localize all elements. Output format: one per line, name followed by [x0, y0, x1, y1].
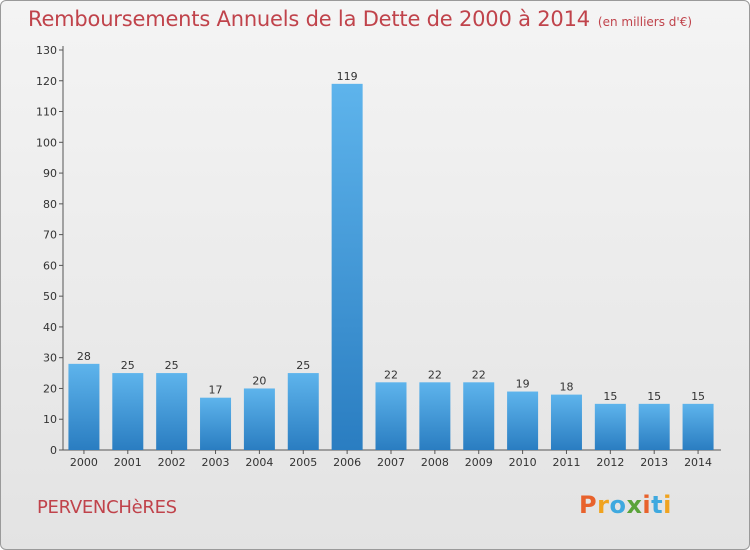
x-tick-label-2013: 2013 [640, 456, 668, 469]
y-tick-label: 20 [43, 382, 57, 395]
y-tick-label: 70 [43, 229, 57, 242]
y-tick-label: 110 [36, 106, 57, 119]
x-tick-label-2003: 2003 [202, 456, 230, 469]
bar-2002 [156, 373, 188, 450]
proxiti-logo: Proxiti [579, 491, 672, 519]
value-label-2005: 25 [296, 359, 310, 372]
bar-2011 [550, 394, 582, 450]
bar-2003 [200, 397, 232, 450]
x-tick-label-2009: 2009 [465, 456, 493, 469]
y-tick-label: 30 [43, 352, 57, 365]
bar-2009 [463, 382, 495, 450]
x-tick-label-2004: 2004 [245, 456, 273, 469]
labels: 28 2000 25 2001 25 2002 17 2003 20 2004 25 2005 119 2… [70, 70, 712, 469]
value-label-2007: 22 [384, 368, 398, 381]
logo-letter: x [626, 491, 643, 519]
chart-title: Remboursements Annuels de la Dette de 20… [28, 7, 693, 31]
value-label-2003: 17 [209, 384, 223, 397]
y-tick-label: 80 [43, 198, 57, 211]
bar-2001 [112, 373, 144, 450]
value-label-2011: 18 [559, 381, 573, 394]
bar-2000 [68, 363, 100, 450]
x-tick-label-2001: 2001 [114, 456, 142, 469]
logo-letter: P [579, 491, 598, 519]
y-tick-label: 100 [36, 136, 57, 149]
chart-subtitle: (en milliers d'€) [597, 15, 693, 29]
logo-letter: r [597, 491, 610, 519]
bar-2012 [594, 403, 626, 450]
x-tick-label-2000: 2000 [70, 456, 98, 469]
y-tick-label: 90 [43, 167, 57, 180]
value-label-2002: 25 [165, 359, 179, 372]
bars [68, 83, 714, 450]
y-tick-label: 130 [36, 44, 57, 57]
y-tick-label: 0 [50, 444, 57, 457]
value-label-2000: 28 [77, 350, 91, 363]
x-tick-label-2005: 2005 [289, 456, 317, 469]
logo-letter: i [642, 491, 652, 519]
x-tick-label-2014: 2014 [684, 456, 712, 469]
value-label-2013: 15 [647, 390, 661, 403]
bar-2010 [507, 391, 539, 450]
logo-letter: o [609, 491, 627, 519]
value-label-2014: 15 [691, 390, 705, 403]
x-tick-label-2007: 2007 [377, 456, 405, 469]
value-label-2010: 19 [516, 378, 530, 391]
logo-letter: t [651, 491, 664, 519]
bar-2013 [638, 403, 670, 450]
bar-2008 [419, 382, 451, 450]
y-tick-label: 40 [43, 321, 57, 334]
x-tick-label-2006: 2006 [333, 456, 361, 469]
y-tick-label: 120 [36, 75, 57, 88]
logo-letter: i [663, 491, 672, 519]
value-label-2006: 119 [337, 70, 358, 83]
y-tick-label: 50 [43, 290, 57, 303]
value-label-2008: 22 [428, 368, 442, 381]
bar-2005 [287, 373, 319, 450]
y-tick-label: 60 [43, 259, 57, 272]
x-tick-label-2011: 2011 [552, 456, 580, 469]
bar-2007 [375, 382, 407, 450]
bar-2014 [682, 403, 714, 450]
value-label-2001: 25 [121, 359, 135, 372]
bar-2006 [331, 83, 363, 450]
value-label-2009: 22 [472, 368, 486, 381]
y-tick-label: 10 [43, 413, 57, 426]
x-tick-label-2002: 2002 [158, 456, 186, 469]
bar-2004 [243, 388, 275, 450]
x-tick-label-2010: 2010 [509, 456, 537, 469]
commune-name: PERVENCHèRES [37, 497, 177, 518]
value-label-2012: 15 [603, 390, 617, 403]
x-tick-label-2008: 2008 [421, 456, 449, 469]
x-tick-label-2012: 2012 [596, 456, 624, 469]
value-label-2004: 20 [252, 374, 266, 387]
